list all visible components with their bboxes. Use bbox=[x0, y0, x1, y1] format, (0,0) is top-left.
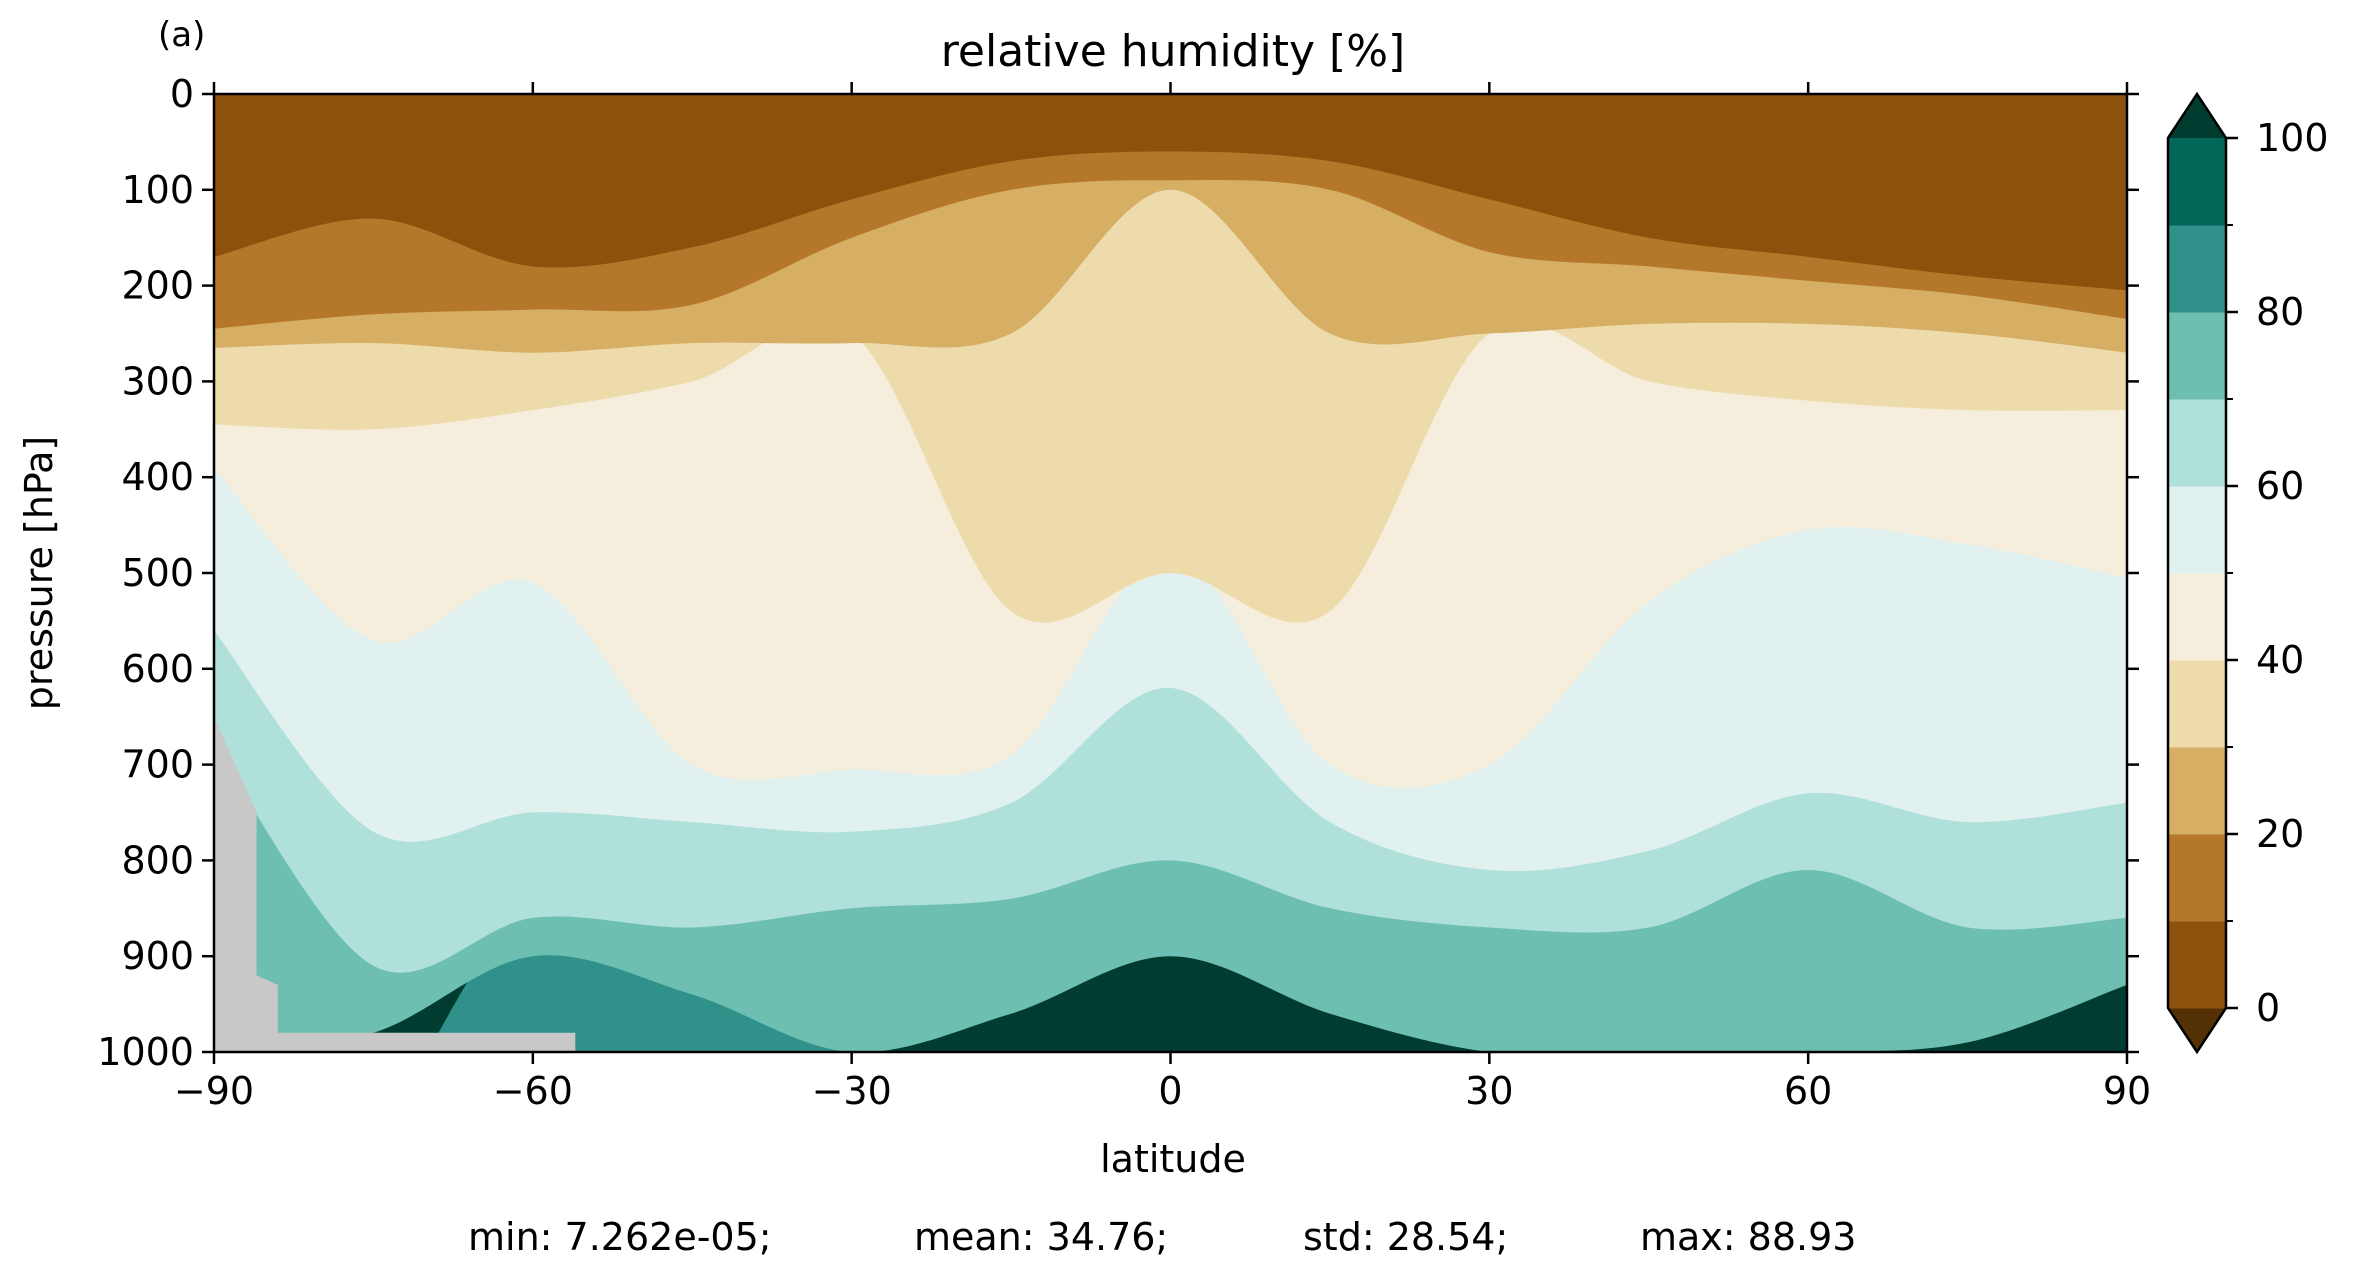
colorbar-tick-label: 100 bbox=[2256, 116, 2329, 160]
x-tick-label: 90 bbox=[2103, 1069, 2151, 1113]
colorbar-tick-label: 0 bbox=[2256, 986, 2280, 1030]
x-tick-label: −30 bbox=[812, 1069, 892, 1113]
stat-min: min: 7.262e-05; bbox=[468, 1215, 772, 1259]
colorbar-swatch bbox=[2168, 573, 2226, 661]
y-tick-label: 900 bbox=[121, 934, 194, 978]
colorbar-swatch bbox=[2168, 747, 2226, 835]
colorbar-tick-label: 20 bbox=[2256, 812, 2304, 856]
contour-bands bbox=[214, 94, 2127, 1052]
y-axis-ticks: 0 100 200 300 400 500 600 700 800 900 1000 bbox=[97, 72, 2139, 1074]
y-tick-label: 700 bbox=[121, 743, 194, 787]
colorbar-swatch bbox=[2168, 486, 2226, 574]
contour-band bbox=[214, 94, 2127, 118]
plot-area bbox=[214, 94, 2127, 1052]
y-tick-label: 800 bbox=[121, 838, 194, 882]
y-tick-label: 100 bbox=[121, 168, 194, 212]
colorbar-tick-label: 80 bbox=[2256, 290, 2304, 334]
x-tick-label: 60 bbox=[1784, 1069, 1832, 1113]
colorbar: 0 20 40 60 80 100 bbox=[2166, 91, 2329, 1055]
y-tick-label: 0 bbox=[170, 72, 194, 116]
x-axis-label: latitude bbox=[1100, 1137, 1246, 1181]
x-tick-label: 30 bbox=[1465, 1069, 1513, 1113]
x-tick-label: −90 bbox=[174, 1069, 254, 1113]
colorbar-swatch bbox=[2168, 660, 2226, 748]
colorbar-extend-under bbox=[2168, 1008, 2226, 1052]
masked-orography-region bbox=[214, 716, 576, 1052]
x-tick-label: −60 bbox=[493, 1069, 573, 1113]
y-tick-label: 1000 bbox=[97, 1030, 194, 1074]
colorbar-tick-label: 60 bbox=[2256, 464, 2304, 508]
colorbar-swatch bbox=[2168, 834, 2226, 922]
colorbar-swatch bbox=[2168, 399, 2226, 487]
chart-title: relative humidity [%] bbox=[941, 26, 1405, 77]
y-tick-label: 500 bbox=[121, 551, 194, 595]
stat-max: max: 88.93 bbox=[1640, 1215, 1856, 1259]
stat-mean: mean: 34.76; bbox=[914, 1215, 1168, 1259]
x-axis-ticks: −90 −60 −30 0 30 60 90 bbox=[174, 82, 2151, 1113]
y-tick-label: 300 bbox=[121, 359, 194, 403]
y-tick-label: 200 bbox=[121, 264, 194, 308]
colorbar-tick-label: 40 bbox=[2256, 638, 2304, 682]
contour-band bbox=[214, 94, 2127, 291]
colorbar-extend-over bbox=[2168, 94, 2226, 138]
stat-std: std: 28.54; bbox=[1303, 1215, 1508, 1259]
colorbar-swatch bbox=[2168, 921, 2226, 1009]
y-axis-label: pressure [hPa] bbox=[17, 436, 61, 710]
y-tick-label: 600 bbox=[121, 647, 194, 691]
colorbar-swatch bbox=[2168, 312, 2226, 400]
panel-label: (a) bbox=[158, 15, 205, 55]
y-tick-label: 400 bbox=[121, 455, 194, 499]
colorbar-swatch bbox=[2168, 225, 2226, 313]
x-tick-label: 0 bbox=[1158, 1069, 1182, 1113]
colorbar-swatch bbox=[2168, 138, 2226, 226]
